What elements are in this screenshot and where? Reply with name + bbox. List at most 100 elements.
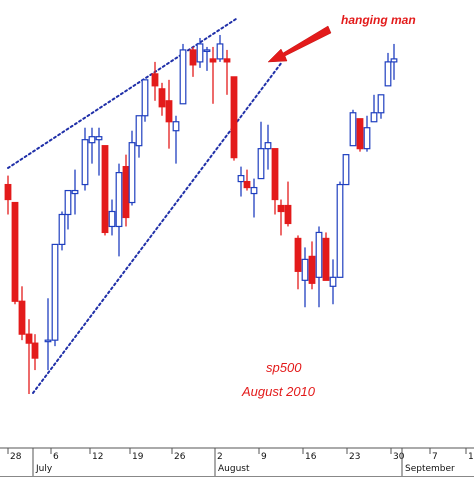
candle xyxy=(51,243,59,347)
candle xyxy=(58,211,66,251)
x-tick-label: 26 xyxy=(174,452,186,462)
candle-body-up xyxy=(370,112,378,123)
candle-body-up xyxy=(95,136,103,141)
candle xyxy=(370,94,378,123)
candle-body-down xyxy=(4,183,12,201)
candle-body-up xyxy=(172,121,180,132)
candle xyxy=(237,166,245,197)
candle xyxy=(179,43,187,105)
candle xyxy=(151,61,159,101)
candle-body-down xyxy=(18,300,26,335)
candle xyxy=(196,37,204,68)
candle-body-down xyxy=(322,237,330,281)
candle xyxy=(342,154,350,186)
candle-body-up xyxy=(264,142,272,150)
candle-body-up xyxy=(58,213,66,246)
candle-body-down xyxy=(25,333,33,344)
candle-body-up xyxy=(203,49,211,53)
candles-group xyxy=(4,34,398,395)
candle xyxy=(223,49,231,95)
candle-body-down xyxy=(356,118,364,150)
candle-body-up xyxy=(64,189,72,216)
candle xyxy=(44,298,52,371)
candle xyxy=(356,118,364,152)
candle-body-down xyxy=(294,237,302,272)
candle-body-down xyxy=(122,166,130,219)
upper-trendline xyxy=(7,18,237,169)
candle xyxy=(122,154,130,227)
x-tick-label: 23 xyxy=(349,452,360,462)
candle-body-down xyxy=(158,88,166,108)
candle xyxy=(18,286,26,341)
candle xyxy=(108,199,116,236)
candle xyxy=(95,127,103,176)
x-tick-label: 13 xyxy=(468,452,474,462)
candle xyxy=(128,130,136,206)
candle-body-up xyxy=(115,171,123,228)
candle-body-up xyxy=(108,210,116,228)
candle-body-up xyxy=(81,139,89,186)
candle xyxy=(25,319,33,395)
candle xyxy=(31,334,39,371)
candle-body-up xyxy=(216,43,224,60)
x-tick-label: 30 xyxy=(393,452,405,462)
candle-body-up xyxy=(363,127,371,150)
x-tick-label: 16 xyxy=(305,452,317,462)
candle xyxy=(81,127,89,191)
candle xyxy=(172,115,180,164)
candle xyxy=(115,163,123,257)
callout-arrow xyxy=(267,25,332,63)
candle xyxy=(308,241,316,290)
x-tick-label: 12 xyxy=(92,452,103,462)
x-axis: 28 6 12 19 26 2 9 16 23 30 7 13 July August September xyxy=(0,447,474,477)
x-tick-label: 9 xyxy=(261,452,267,462)
candle-body-down xyxy=(189,49,197,66)
candle xyxy=(243,169,251,191)
lower-trendline xyxy=(32,61,283,394)
candle xyxy=(284,181,292,227)
candle xyxy=(230,76,238,161)
candle-body-down xyxy=(284,204,292,225)
candle xyxy=(141,79,149,122)
month-label: September xyxy=(405,464,455,474)
period-label: August 2010 xyxy=(241,384,316,399)
month-label: August xyxy=(218,464,250,474)
candle-body-up xyxy=(342,154,350,186)
candle-body-up xyxy=(315,231,323,278)
candle xyxy=(101,145,109,236)
candle xyxy=(294,235,302,290)
candle xyxy=(216,34,224,62)
candle xyxy=(189,46,197,77)
candle-body-down xyxy=(277,204,285,213)
candle-body-down xyxy=(101,145,109,234)
candle xyxy=(64,189,72,230)
candle xyxy=(377,94,385,119)
candle-body-down xyxy=(11,201,19,302)
candle xyxy=(322,232,330,281)
candle-body-down xyxy=(209,58,217,63)
candle xyxy=(363,115,371,152)
candle xyxy=(135,115,143,158)
candle-body-up xyxy=(384,61,392,87)
candle-body-up xyxy=(135,115,143,147)
candle-body-down xyxy=(31,342,39,359)
candle xyxy=(301,247,309,308)
candle-body-down xyxy=(223,58,231,63)
callout-label: hanging man xyxy=(341,13,416,27)
candle xyxy=(384,52,392,87)
symbol-label: sp500 xyxy=(266,360,302,375)
candle xyxy=(277,199,285,236)
candle xyxy=(11,201,19,305)
hanging-man-callout: hanging man xyxy=(267,13,416,63)
candle xyxy=(165,79,173,149)
candle-body-up xyxy=(377,94,385,114)
candle xyxy=(315,226,323,308)
x-tick-label: 19 xyxy=(132,452,144,462)
candle-body-up xyxy=(257,148,265,180)
candle-body-up xyxy=(141,79,149,117)
candle xyxy=(336,181,344,278)
candle-body-up xyxy=(250,186,258,195)
candle-body-down xyxy=(271,148,279,201)
candle-body-up xyxy=(71,189,79,195)
